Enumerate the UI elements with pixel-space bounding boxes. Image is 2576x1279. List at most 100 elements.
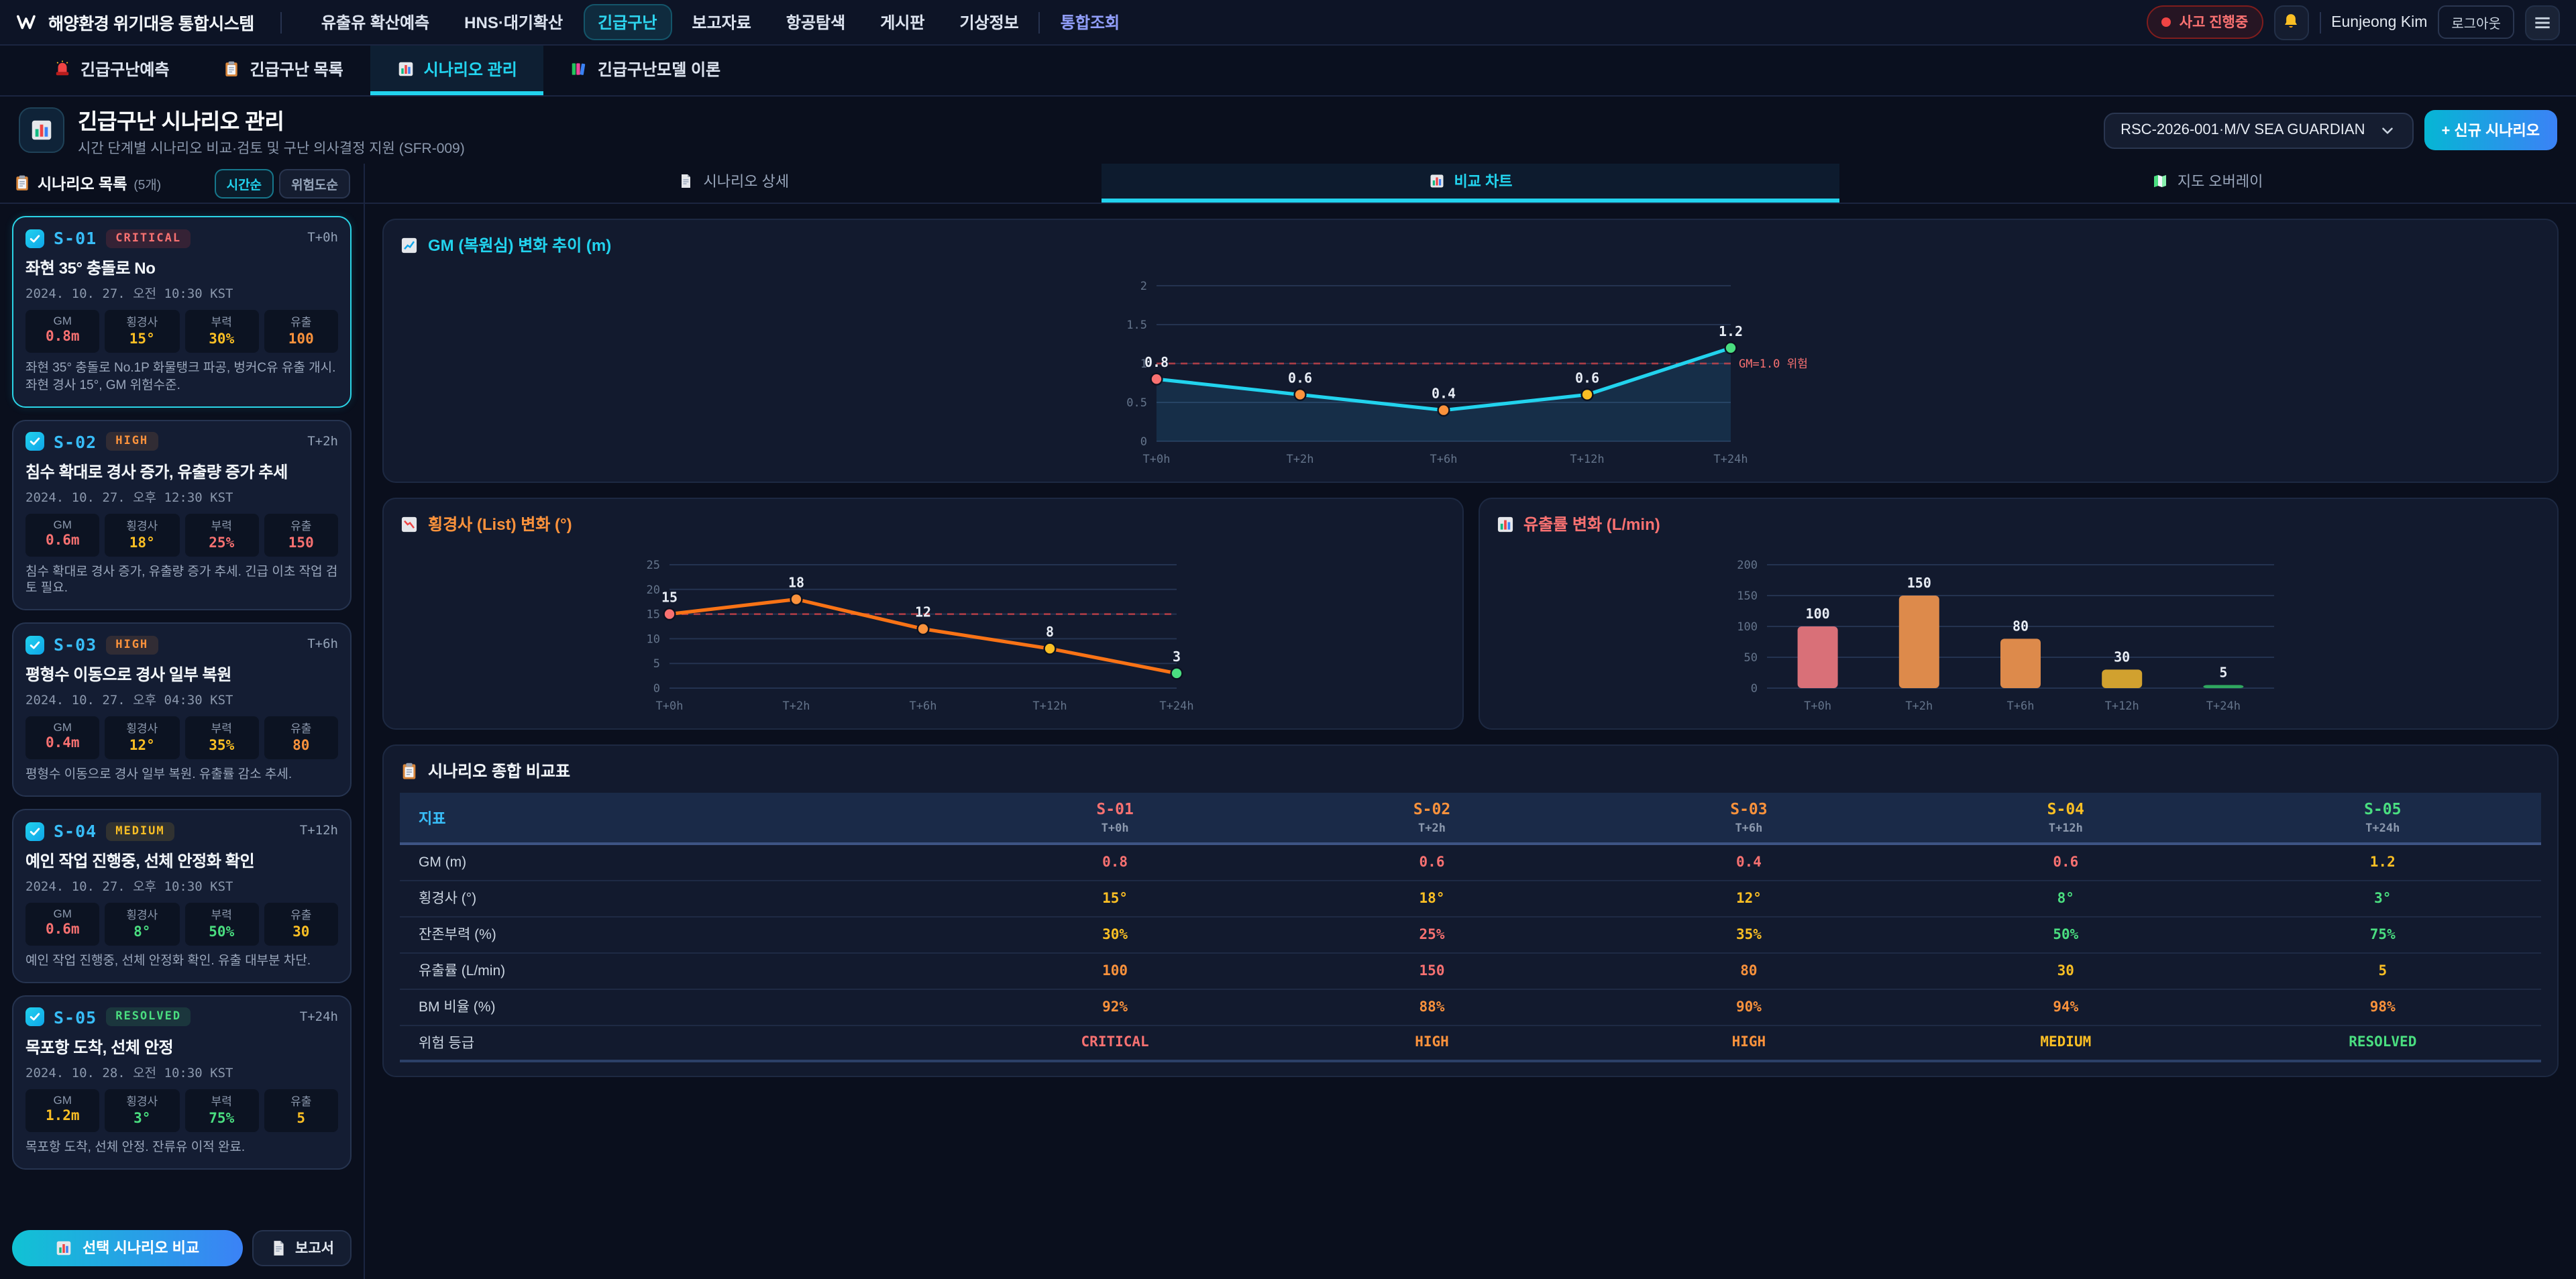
scenario-card-S-05[interactable]: S-05 RESOLVED T+24h 목포항 도착, 선체 안정 2024. … xyxy=(12,995,352,1170)
table-row-5: 위험 등급 CRITICAL HIGH HIGH MEDIUM RESOLVED xyxy=(400,1025,2541,1062)
scenario-checkbox[interactable] xyxy=(25,822,44,841)
metric-box: 유출 80 xyxy=(264,716,338,760)
svg-text:50: 50 xyxy=(1744,651,1758,665)
table-cell: 3° xyxy=(2224,880,2541,917)
scenario-time-offset: T+24h xyxy=(299,1009,338,1025)
table-cell: 0.6 xyxy=(1273,844,1591,881)
scenario-datetime: 2024. 10. 27. 오전 10:30 KST xyxy=(25,287,233,302)
scenario-checkbox[interactable] xyxy=(25,635,44,655)
row-label: 위험 등급 xyxy=(400,1025,957,1062)
svg-text:12: 12 xyxy=(914,604,930,620)
logout-button[interactable]: 로그아웃 xyxy=(2438,5,2514,39)
svg-text:T+0h: T+0h xyxy=(655,700,683,713)
nav-item-3[interactable]: 보고자료 xyxy=(692,13,751,32)
svg-text:18: 18 xyxy=(788,575,804,591)
page-header: 긴급구난 시나리오 관리 시간 단계별 시나리오 비교·검토 및 구난 의사결정… xyxy=(0,97,2576,164)
svg-text:1.2: 1.2 xyxy=(1719,323,1743,339)
chevron-down-icon xyxy=(2378,121,2396,139)
clipboard-icon xyxy=(400,761,419,780)
row-label: 유출률 (L/min) xyxy=(400,952,957,989)
table-header-S-01: S-01 T+0h xyxy=(956,793,1274,845)
scenario-card-S-03[interactable]: S-03 HIGH T+6h 평형수 이동으로 경사 일부 복원 2024. 1… xyxy=(12,622,352,797)
scenario-card-S-01[interactable]: S-01 CRITICAL T+0h 좌현 35° 충돌로 No 2024. 1… xyxy=(12,216,352,408)
content-tab-0[interactable]: 시나리오 상세 xyxy=(365,164,1102,203)
app-logo[interactable]: 해양환경 위기대응 통합시스템 xyxy=(16,9,268,35)
metric-box: 부력 35% xyxy=(184,716,259,760)
svg-text:0: 0 xyxy=(653,682,659,696)
incident-select[interactable]: RSC-2026-001·M/V SEA GUARDIAN xyxy=(2103,112,2414,148)
nav-item-7[interactable]: 통합조회 xyxy=(1060,13,1120,32)
notifications-button[interactable] xyxy=(2273,5,2309,40)
hamburger-menu-button[interactable] xyxy=(2525,5,2560,40)
scenario-datetime: 2024. 10. 27. 오후 04:30 KST xyxy=(25,693,233,709)
subtab-0[interactable]: 긴급구난예측 xyxy=(27,46,197,95)
metric-value: 5 xyxy=(297,1110,306,1127)
subtab-1[interactable]: 긴급구난 목록 xyxy=(197,46,370,95)
scenario-datetime: 2024. 10. 27. 오후 10:30 KST xyxy=(25,880,233,895)
compare-scenarios-button[interactable]: 선택 시나리오 비교 xyxy=(12,1229,244,1266)
row-label: 잔존부력 (%) xyxy=(400,916,957,953)
scenario-datetime: 2024. 10. 27. 오후 12:30 KST xyxy=(25,490,233,506)
list-chart-card: 횡경사 (List) 변화 (°) 0 5 10 15 20 25 15 18 … xyxy=(382,498,1463,730)
scenario-metrics: GM 1.2m 횡경사 3° 부력 75% 유출 5 xyxy=(25,1089,338,1132)
gm-trend-svg: 0 0.5 1 1.5 2 GM=1.0 위험 0.8 0.6 0.4 0.6 1… xyxy=(1126,280,1808,466)
metric-box: 횡경사 8° xyxy=(105,903,179,946)
metric-value: 150 xyxy=(288,535,314,551)
scenario-description: 목포항 도착, 선체 안정. 잔류유 이적 완료. xyxy=(25,1139,246,1155)
nav-item-0[interactable]: 유출유 확산예측 xyxy=(321,13,430,32)
scenario-title: 목포항 도착, 선체 안정 xyxy=(25,1038,174,1057)
nav-item-6[interactable]: 기상정보 xyxy=(959,13,1019,32)
metric-value: 75% xyxy=(209,1110,235,1127)
scenario-time-offset: T+2h xyxy=(307,434,338,449)
report-button[interactable]: 보고서 xyxy=(252,1229,352,1266)
header-divider xyxy=(280,11,282,33)
scenario-card-S-04[interactable]: S-04 MEDIUM T+12h 예인 작업 진행중, 선체 안정화 확인 2… xyxy=(12,809,352,983)
comparison-table-card: 시나리오 종합 비교표 지표 S-01 T+0h S-02 T+2h S-03 … xyxy=(382,744,2559,1077)
scenario-list-header: 시나리오 목록 (5개) 시간순 위험도순 xyxy=(0,164,364,204)
svg-text:T+24h: T+24h xyxy=(1713,453,1748,466)
check-icon xyxy=(28,231,42,245)
nav-divider xyxy=(1038,11,1040,33)
nav-item-4[interactable]: 항공탐색 xyxy=(786,13,846,32)
scenario-checkbox[interactable] xyxy=(25,229,44,247)
metric-value: 12° xyxy=(129,738,155,755)
new-scenario-button[interactable]: + 신규 시나리오 xyxy=(2424,110,2557,150)
svg-text:1.5: 1.5 xyxy=(1126,319,1147,332)
content-tab-1[interactable]: 비교 차트 xyxy=(1102,164,1839,203)
svg-text:T+24h: T+24h xyxy=(2206,700,2241,713)
risk-badge: MEDIUM xyxy=(106,822,174,841)
nav-item-5[interactable]: 게시판 xyxy=(880,13,925,32)
metric-value: 0.4m xyxy=(45,735,80,752)
content-tab-2[interactable]: 지도 오버레이 xyxy=(1839,164,2576,203)
scenario-checkbox[interactable] xyxy=(25,1007,44,1027)
risk-badge: HIGH xyxy=(106,432,158,451)
map-icon xyxy=(2152,173,2168,189)
scenario-metrics: GM 0.6m 횡경사 8° 부력 50% 유출 30 xyxy=(25,903,338,946)
incident-status-badge: 사고 진행중 xyxy=(2147,5,2263,39)
scenario-list-title: 시나리오 목록 xyxy=(38,176,127,192)
table-cell: 25% xyxy=(1273,916,1591,953)
nav-item-2[interactable]: 긴급구난 xyxy=(583,4,672,40)
subtab-3[interactable]: 긴급구난모델 이론 xyxy=(544,46,747,95)
sort-by-risk-button[interactable]: 위험도순 xyxy=(279,168,350,198)
table-cell: 30 xyxy=(1907,952,2224,989)
metric-box: 횡경사 18° xyxy=(105,513,179,557)
nav-item-1[interactable]: HNS·대기확산 xyxy=(464,13,564,32)
page-header-actions: RSC-2026-001·M/V SEA GUARDIAN + 신규 시나리오 xyxy=(2103,110,2557,150)
table-cell: HIGH xyxy=(1273,1025,1591,1062)
table-header-metric: 지표 xyxy=(400,793,957,845)
scenario-checkbox[interactable] xyxy=(25,432,44,451)
table-row-4: BM 비율 (%) 92% 88% 90% 94% 98% xyxy=(400,989,2541,1025)
metric-value: 25% xyxy=(209,535,235,551)
table-cell: 0.4 xyxy=(1590,844,1908,881)
bar-chart-icon xyxy=(1495,514,1514,533)
subtab-2[interactable]: 시나리오 관리 xyxy=(370,46,544,95)
metric-value: 80 xyxy=(292,738,310,755)
metric-value: 30% xyxy=(209,331,235,347)
metric-value: 0.8m xyxy=(45,329,80,345)
scenario-card-S-02[interactable]: S-02 HIGH T+2h 침수 확대로 경사 증가, 유출량 증가 추세 2… xyxy=(12,419,352,611)
metric-value: 35% xyxy=(209,738,235,755)
scenario-title: 평형수 이동으로 경사 일부 복원 xyxy=(25,665,231,685)
sort-by-time-button[interactable]: 시간순 xyxy=(214,168,274,198)
